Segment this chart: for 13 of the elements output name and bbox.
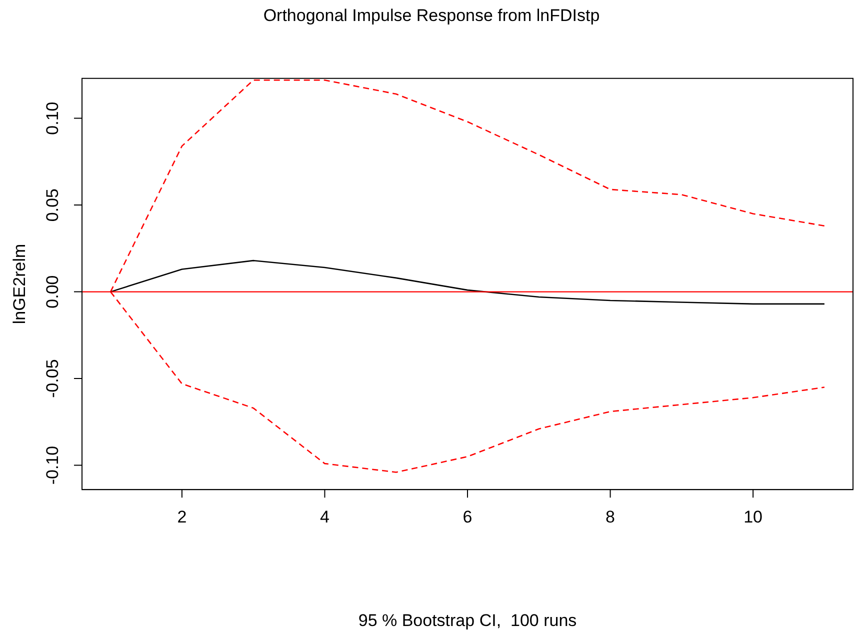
y-axis-title: lnGE2relm: [10, 244, 29, 324]
chart-title: Orthogonal Impulse Response from lnFDIstp: [263, 6, 600, 25]
x-tick-label: 4: [320, 507, 330, 526]
x-tick-label: 8: [606, 507, 616, 526]
y-tick-label: 0.00: [43, 275, 62, 308]
x-tick-label: 10: [744, 507, 763, 526]
text: 95 % Bootstrap CI, 100 runs: [358, 611, 577, 630]
y-tick-label: -0.05: [43, 359, 62, 398]
y-tick-label: 0.05: [43, 188, 62, 222]
y-tick-label: 0.10: [43, 102, 62, 135]
x-tick-label: 6: [462, 507, 472, 526]
y-tick-label: -0.10: [43, 446, 62, 485]
x-tick-label: 2: [177, 507, 187, 526]
